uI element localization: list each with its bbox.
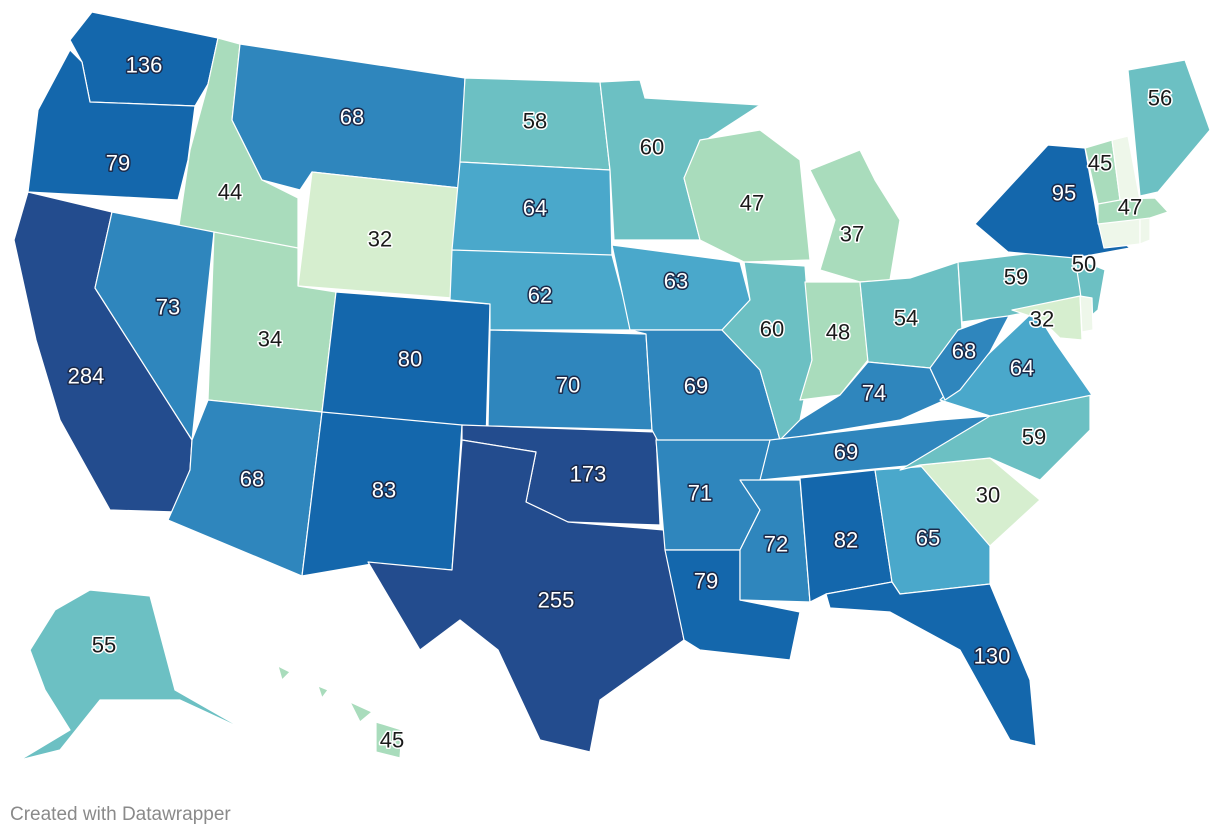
state-wi[interactable] (683, 129, 811, 263)
state-tx[interactable] (367, 439, 685, 753)
state-fl[interactable] (825, 581, 1037, 747)
value-label-ma: 47 (1118, 195, 1142, 220)
value-label-il: 60 (760, 317, 784, 342)
value-label-mn: 60 (640, 135, 664, 160)
value-label-wa: 136 (126, 53, 163, 78)
state-me[interactable] (1127, 59, 1211, 197)
value-label-mo: 69 (684, 374, 708, 399)
us-choropleth-map: 136 79 284 44 73 68 32 34 68 80 83 58 64 62 70 173 255 60… (13, 11, 1211, 761)
value-label-nv: 73 (156, 295, 180, 320)
state-md[interactable] (1011, 295, 1083, 341)
value-label-mt: 68 (340, 105, 364, 130)
value-label-nm: 83 (372, 478, 396, 503)
value-label-ks: 70 (556, 373, 580, 398)
state-nh[interactable] (1111, 135, 1141, 201)
value-label-fl: 130 (974, 644, 1011, 669)
value-label-ga: 65 (916, 526, 940, 551)
value-label-md: 32 (1030, 307, 1054, 332)
value-label-id: 44 (218, 180, 242, 205)
value-label-az: 68 (240, 467, 264, 492)
value-label-la: 79 (694, 569, 718, 594)
states-layer (13, 11, 1211, 761)
value-label-mi: 37 (840, 222, 864, 247)
value-label-nd: 58 (523, 109, 547, 134)
value-label-ny: 95 (1052, 181, 1076, 206)
value-label-ak: 55 (92, 633, 116, 658)
value-label-wy: 32 (368, 227, 392, 252)
state-ky[interactable] (779, 361, 946, 441)
value-label-ia: 63 (664, 269, 688, 294)
state-wv[interactable] (929, 309, 1013, 401)
value-label-ky: 74 (862, 381, 886, 406)
value-label-va: 64 (1010, 356, 1034, 381)
value-label-ut: 34 (258, 327, 282, 352)
value-label-wv: 68 (952, 339, 976, 364)
value-label-me: 56 (1148, 86, 1172, 111)
value-label-hi: 45 (380, 728, 404, 753)
state-de[interactable] (1079, 295, 1094, 333)
value-label-nj: 50 (1072, 252, 1096, 277)
state-ma[interactable] (1097, 197, 1169, 225)
value-label-vt: 45 (1088, 151, 1112, 176)
value-label-nc: 59 (1022, 425, 1046, 450)
value-label-ne: 62 (528, 283, 552, 308)
value-label-in: 48 (826, 320, 850, 345)
value-label-ca: 284 (68, 364, 105, 389)
value-label-ok: 173 (570, 462, 607, 487)
state-va[interactable] (939, 309, 1093, 417)
value-labels-layer: 136 79 284 44 73 68 32 34 68 80 83 58 64 62 70 173 255 60… (66, 51, 1174, 754)
value-label-ms: 72 (764, 532, 788, 557)
state-hi[interactable] (277, 665, 403, 759)
datawrapper-credit[interactable]: Created with Datawrapper (10, 804, 231, 825)
state-ak[interactable] (19, 589, 246, 761)
value-label-sd: 64 (523, 196, 547, 221)
value-label-oh: 54 (894, 306, 918, 331)
value-label-or: 79 (106, 151, 130, 176)
state-ri[interactable] (1139, 217, 1151, 245)
value-label-al: 82 (834, 528, 858, 553)
state-mi[interactable] (809, 149, 901, 283)
value-label-wi: 47 (740, 191, 764, 216)
value-label-tn: 69 (834, 440, 858, 465)
value-label-ar: 71 (688, 481, 712, 506)
value-label-tx: 255 (538, 588, 575, 613)
value-label-co: 80 (398, 347, 422, 372)
value-label-pa: 59 (1004, 265, 1028, 290)
value-label-sc: 30 (976, 483, 1000, 508)
